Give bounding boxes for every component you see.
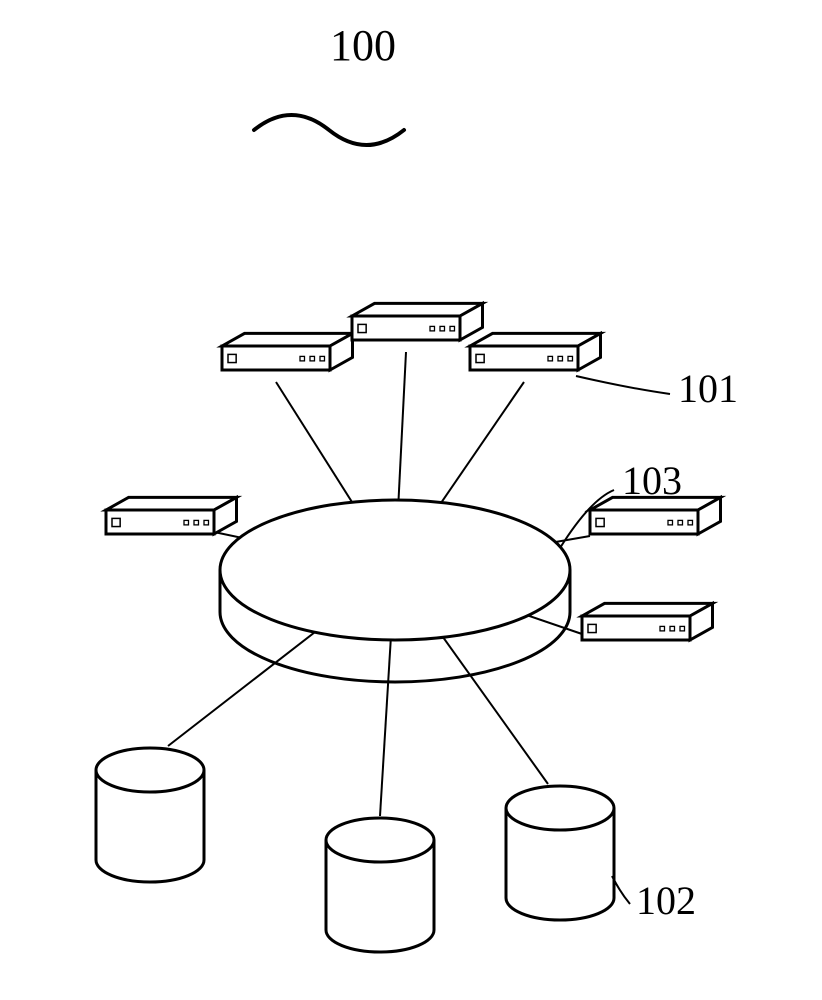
- hub-disc: [220, 500, 570, 682]
- cyl-center: [326, 818, 434, 952]
- box-low-right: [582, 603, 713, 640]
- ref-102: 102: [612, 876, 696, 923]
- box-top-center: [352, 303, 483, 340]
- ref-101: 101: [576, 366, 738, 411]
- ref-label-text: 102: [636, 878, 696, 923]
- box-top-left: [222, 333, 353, 370]
- cyl-left: [96, 748, 204, 882]
- figure-number: 100: [330, 21, 396, 70]
- ref-label-text: 103: [622, 458, 682, 503]
- tilde-mark: [254, 115, 404, 145]
- leader-line: [576, 376, 670, 394]
- box-mid-left: [106, 497, 237, 534]
- ref-label-text: 101: [678, 366, 738, 411]
- box-top-right: [470, 333, 601, 370]
- cyl-right: [506, 786, 614, 920]
